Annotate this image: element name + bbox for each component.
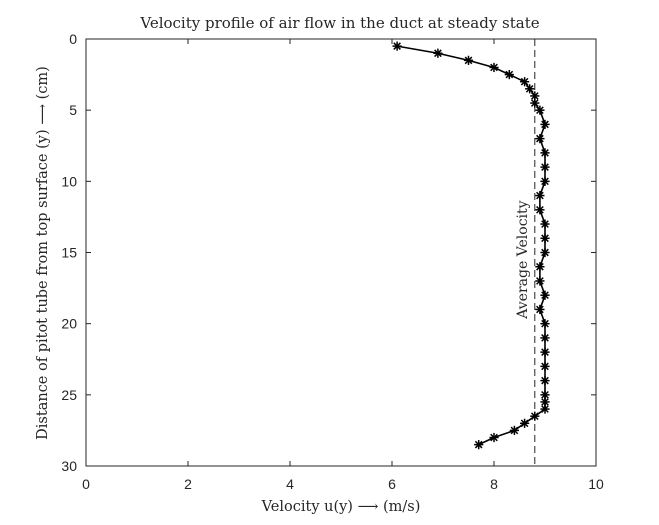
data-point-marker xyxy=(540,119,550,129)
data-point-marker xyxy=(540,247,550,258)
plot-area xyxy=(86,39,596,466)
data-point-marker xyxy=(463,55,474,65)
data-point-marker xyxy=(535,304,545,315)
data-point-marker xyxy=(540,319,550,329)
data-point-marker xyxy=(535,276,545,286)
data-series xyxy=(392,41,550,450)
y-axis-label: Distance of pitot tube from top surface … xyxy=(35,66,51,440)
y-tick-label: 15 xyxy=(61,245,77,261)
data-point-marker xyxy=(535,105,545,115)
data-point-marker xyxy=(540,397,550,407)
data-point-marker xyxy=(474,440,484,450)
data-point-marker xyxy=(540,162,550,172)
data-point-marker xyxy=(540,219,550,229)
data-point-marker xyxy=(433,48,443,58)
data-point-marker xyxy=(530,411,540,421)
data-point-marker xyxy=(520,418,530,428)
data-point-marker xyxy=(489,432,499,443)
data-point-marker xyxy=(489,62,499,73)
x-tick-label: 0 xyxy=(82,476,90,492)
x-tick-label: 4 xyxy=(286,476,294,492)
y-tick-label: 20 xyxy=(61,316,77,332)
x-tick-label: 10 xyxy=(588,476,604,492)
average-velocity-label: Average Velocity xyxy=(515,200,531,319)
y-tick-label: 10 xyxy=(61,173,77,189)
data-point-marker xyxy=(540,347,550,357)
data-point-marker xyxy=(540,376,550,386)
x-tick-label: 6 xyxy=(388,476,396,492)
data-point-marker xyxy=(540,333,550,343)
data-point-marker xyxy=(540,290,550,300)
data-point-marker xyxy=(392,41,402,51)
data-point-marker xyxy=(540,233,550,243)
data-point-marker xyxy=(509,425,519,436)
y-tick-label: 25 xyxy=(61,387,77,403)
data-point-marker xyxy=(525,84,535,94)
data-point-marker xyxy=(535,205,545,215)
data-point-marker xyxy=(504,69,514,80)
data-point-marker xyxy=(540,148,550,158)
data-point-marker xyxy=(540,404,550,414)
y-tick-label: 0 xyxy=(69,31,77,47)
chart-title: Velocity profile of air flow in the duct… xyxy=(139,14,539,32)
x-tick-label: 8 xyxy=(490,476,498,492)
axes: 0 2 4 6 8 10 0 5 10 15 20 25 30 xyxy=(61,31,604,492)
data-point-marker xyxy=(535,190,545,201)
data-point-marker xyxy=(530,98,540,108)
data-point-marker xyxy=(535,262,545,272)
data-point-marker xyxy=(540,361,550,371)
data-point-marker xyxy=(520,77,530,87)
x-tick-label: 2 xyxy=(184,476,192,492)
y-tick-label: 30 xyxy=(61,458,77,474)
x-axis-label: Velocity u(y) ⟶ (m/s) xyxy=(261,499,421,515)
average-velocity-reference: Average Velocity xyxy=(515,39,536,466)
data-point-marker xyxy=(535,134,545,144)
data-point-marker xyxy=(540,176,550,186)
y-tick-label: 5 xyxy=(69,102,77,118)
